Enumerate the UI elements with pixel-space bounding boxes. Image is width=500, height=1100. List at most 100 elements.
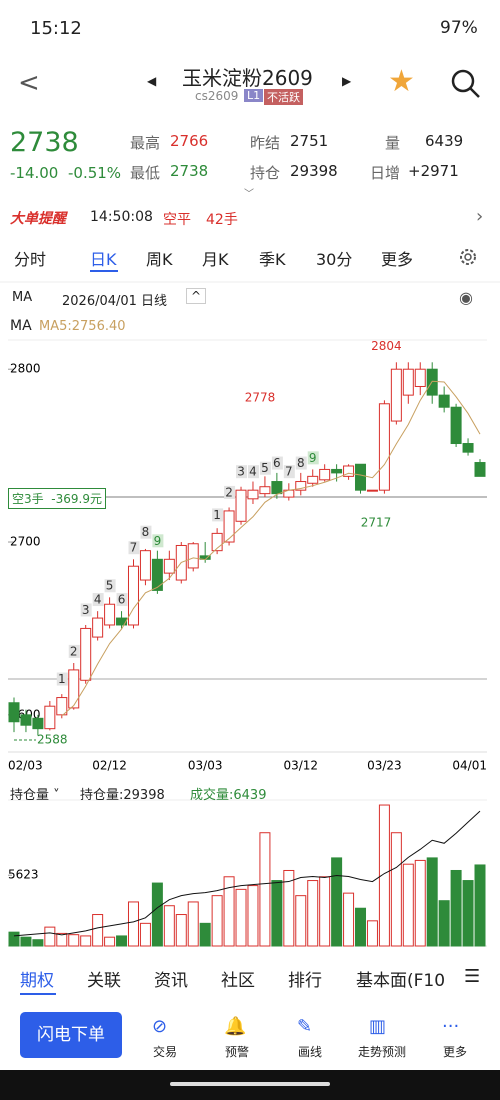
- sub-indicator-name: 持仓量: [10, 788, 50, 803]
- action-button[interactable]: 走势预测: [357, 1045, 406, 1059]
- indicator-name[interactable]: MA: [12, 290, 33, 305]
- field-label: 持仓: [250, 164, 281, 182]
- ma5-line: [61, 380, 481, 717]
- candle-body: [20, 714, 32, 726]
- indicator-date: 2026/04/01 日线: [62, 294, 168, 309]
- menu-icon[interactable]: ☰: [464, 966, 481, 987]
- candle-body: [355, 463, 367, 491]
- volume-chart: 5623: [8, 804, 486, 947]
- candle-body: [319, 468, 331, 481]
- td-label: 8: [297, 456, 305, 470]
- x-tick-label: 02/03: [8, 759, 43, 773]
- candle-body: [450, 406, 462, 445]
- candle-body: [223, 510, 235, 543]
- volume-bar: [32, 939, 44, 947]
- search-icon[interactable]: [450, 68, 482, 100]
- td-label: 9: [154, 534, 162, 548]
- x-tick-label: 04/01: [452, 759, 487, 773]
- td-badge: [152, 534, 164, 548]
- td-label: 5: [106, 579, 114, 593]
- alert-size: 42手: [206, 212, 238, 228]
- period-tab[interactable]: 30分: [316, 250, 353, 269]
- next-contract[interactable]: ▶: [342, 74, 352, 88]
- volume-bar: [438, 900, 450, 947]
- quick-order-button[interactable]: 闪电下单: [20, 1012, 122, 1058]
- prev-contract[interactable]: ◀: [147, 74, 157, 88]
- volume-bar: [199, 922, 211, 947]
- candle-body: [366, 489, 378, 492]
- td-badge: [247, 465, 259, 479]
- volume-bar: [104, 936, 116, 947]
- candle-body: [127, 565, 139, 626]
- td-label: 4: [94, 593, 102, 607]
- contract-title: 玉米淀粉2609: [182, 66, 313, 90]
- field-value: 2766: [170, 132, 209, 150]
- favorite-star[interactable]: ★: [388, 64, 415, 99]
- action-button[interactable]: 预警: [224, 1045, 249, 1059]
- bottom-tab[interactable]: 基本面(F10: [356, 971, 446, 991]
- volume-bar: [175, 914, 187, 947]
- action-button[interactable]: 交易: [152, 1045, 177, 1059]
- candle-body: [259, 486, 271, 495]
- action-button[interactable]: 更多: [442, 1045, 467, 1059]
- eye-icon[interactable]: ◉: [459, 288, 473, 307]
- period-tab[interactable]: 月K: [202, 250, 229, 269]
- sub-indicator[interactable]: 持仓量 ˅: [10, 788, 60, 803]
- back-button[interactable]: <: [18, 68, 40, 98]
- period-tab[interactable]: 季K: [259, 250, 286, 269]
- low-label: 2588: [37, 733, 68, 747]
- volume-bar: [68, 934, 80, 947]
- td-label: 7: [130, 541, 138, 555]
- candle-body: [295, 481, 307, 491]
- oi-line: [13, 810, 481, 937]
- candle-body: [92, 617, 104, 638]
- volume-bar: [211, 895, 223, 947]
- volume-bar: [271, 880, 283, 947]
- bottom-tab[interactable]: 关联: [87, 971, 121, 991]
- candle-body: [390, 368, 402, 422]
- period-tab[interactable]: 周K: [146, 250, 173, 269]
- bottom-tab[interactable]: 资讯: [154, 971, 188, 991]
- td-badge: [224, 485, 236, 499]
- x-tick-label: 02/12: [92, 759, 127, 773]
- bottom-tab[interactable]: 排行: [288, 971, 322, 991]
- candle-body: [104, 603, 116, 626]
- volume-bar: [127, 901, 139, 947]
- collapse-button[interactable]: ^: [186, 288, 207, 304]
- volume-bar: [20, 936, 32, 947]
- volume-bar: [283, 869, 295, 947]
- period-tab[interactable]: 更多: [381, 250, 414, 269]
- expand-arrow[interactable]: ﹀: [244, 189, 254, 200]
- td-badge: [307, 451, 319, 465]
- bottom-tab[interactable]: 期权: [20, 971, 54, 991]
- volume-bar: [450, 869, 462, 947]
- candle-body: [116, 617, 128, 626]
- action-icon: 🔔: [224, 1016, 247, 1037]
- action-button[interactable]: 画线: [297, 1045, 322, 1059]
- td-badge: [92, 593, 104, 607]
- alert-more[interactable]: ›: [476, 206, 484, 227]
- volume-bar: [307, 880, 319, 947]
- volume-bar: [56, 932, 68, 947]
- period-tab[interactable]: 分时: [14, 250, 47, 269]
- field-label: 最低: [130, 164, 161, 182]
- td-badge: [140, 525, 152, 539]
- volume-bar: [187, 901, 199, 947]
- alert-time: 14:50:08: [90, 209, 153, 225]
- td-badge: [295, 456, 307, 470]
- volume-bar: [163, 905, 175, 947]
- home-indicator: [170, 1082, 330, 1086]
- bottom-tab[interactable]: 社区: [221, 971, 255, 991]
- td-label: 5: [261, 461, 269, 475]
- candle-body: [32, 717, 44, 730]
- action-icon: ▥: [369, 1016, 387, 1037]
- candle-body: [414, 368, 426, 387]
- period-tab[interactable]: 日K: [90, 250, 117, 269]
- settings-icon[interactable]: [457, 246, 479, 268]
- candle-body: [68, 669, 80, 709]
- ma-label: MA: [10, 318, 32, 334]
- volume-bar: [247, 885, 259, 947]
- td-label: 3: [82, 603, 90, 617]
- candle-body: [151, 558, 163, 591]
